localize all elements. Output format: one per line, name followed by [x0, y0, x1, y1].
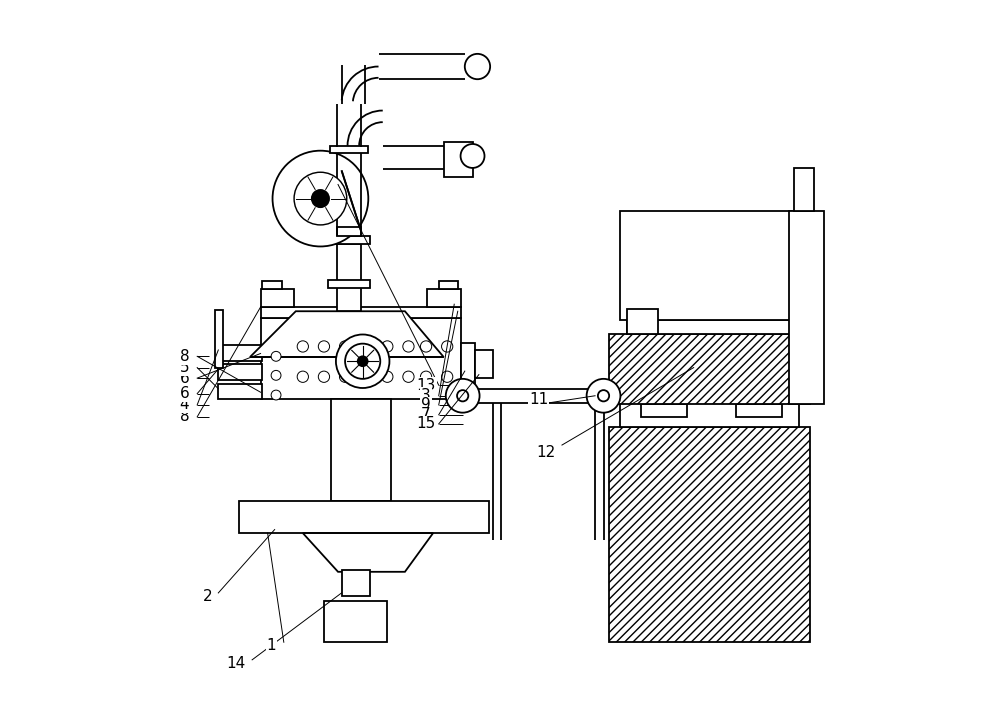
Bar — [261, 318, 461, 399]
Circle shape — [318, 371, 330, 382]
Circle shape — [294, 173, 347, 225]
Polygon shape — [303, 533, 433, 572]
Bar — [328, 279, 370, 288]
Bar — [620, 403, 799, 428]
Circle shape — [382, 341, 393, 352]
Bar — [439, 281, 458, 289]
Bar — [627, 320, 792, 334]
Text: 6: 6 — [180, 370, 189, 385]
Circle shape — [271, 390, 281, 400]
Text: 15: 15 — [416, 416, 436, 431]
Bar — [342, 570, 370, 597]
Circle shape — [442, 371, 453, 382]
Bar — [218, 345, 262, 361]
Circle shape — [420, 341, 432, 352]
Bar — [609, 334, 810, 404]
Bar — [331, 399, 391, 501]
Circle shape — [339, 371, 351, 382]
Bar — [789, 211, 824, 404]
Text: 2: 2 — [203, 589, 213, 604]
Bar — [262, 281, 282, 289]
Bar — [328, 236, 370, 245]
Bar — [330, 146, 368, 153]
Circle shape — [457, 390, 468, 402]
Text: 3: 3 — [421, 388, 431, 403]
Circle shape — [297, 371, 308, 382]
Circle shape — [446, 379, 480, 413]
Bar — [736, 404, 782, 417]
Bar — [461, 343, 475, 385]
Circle shape — [587, 379, 620, 413]
Bar — [620, 211, 792, 320]
Text: 8: 8 — [180, 409, 189, 424]
Bar — [627, 309, 658, 334]
Bar — [337, 228, 361, 236]
Bar — [444, 141, 473, 177]
Bar — [641, 404, 687, 417]
Bar — [261, 307, 461, 318]
Bar — [239, 501, 489, 533]
Text: 4: 4 — [180, 397, 189, 412]
Bar — [337, 245, 361, 311]
Text: 9: 9 — [421, 397, 431, 412]
Bar — [475, 350, 493, 378]
Text: 7: 7 — [421, 407, 431, 422]
Bar — [324, 602, 387, 642]
Text: 5: 5 — [180, 360, 189, 375]
Bar — [609, 428, 810, 642]
Bar — [218, 384, 262, 399]
Text: 12: 12 — [536, 445, 555, 460]
Circle shape — [312, 190, 329, 207]
Text: 6: 6 — [180, 386, 189, 401]
Circle shape — [420, 371, 432, 382]
Text: 14: 14 — [226, 656, 246, 671]
Circle shape — [336, 334, 389, 388]
Circle shape — [461, 144, 485, 168]
Text: 1: 1 — [266, 638, 276, 653]
Bar — [215, 310, 223, 368]
Circle shape — [345, 344, 380, 379]
Circle shape — [465, 54, 490, 79]
Circle shape — [403, 341, 414, 352]
Circle shape — [598, 390, 609, 402]
Circle shape — [382, 371, 393, 382]
Circle shape — [358, 356, 368, 366]
Polygon shape — [250, 311, 444, 357]
Circle shape — [318, 341, 330, 352]
Circle shape — [273, 151, 368, 247]
Bar — [261, 289, 294, 307]
Circle shape — [442, 341, 453, 352]
Circle shape — [361, 341, 372, 352]
Text: 8: 8 — [180, 349, 189, 364]
Circle shape — [297, 341, 308, 352]
Circle shape — [361, 371, 372, 382]
Circle shape — [339, 341, 351, 352]
Circle shape — [403, 371, 414, 382]
Bar — [794, 168, 814, 211]
Text: 11: 11 — [529, 392, 548, 407]
Circle shape — [271, 370, 281, 380]
Text: 13: 13 — [416, 378, 436, 392]
Bar — [218, 364, 262, 380]
Bar — [427, 289, 461, 307]
Circle shape — [271, 351, 281, 361]
